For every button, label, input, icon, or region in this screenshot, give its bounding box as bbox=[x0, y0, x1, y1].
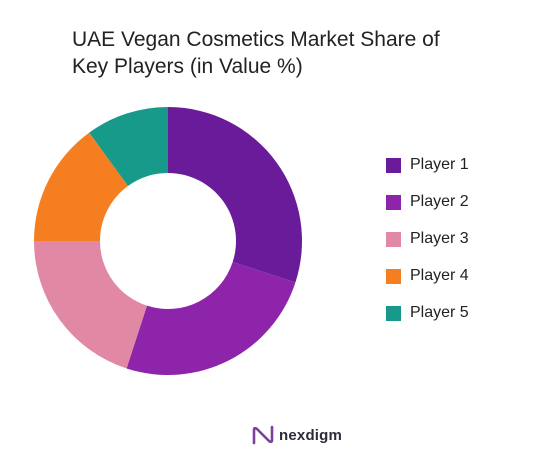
chart-title-line-2: Key Players (in Value %) bbox=[72, 55, 303, 78]
legend-item-3: Player 3 bbox=[386, 230, 469, 248]
brand-name: nexdigm bbox=[279, 426, 343, 444]
legend-label: Player 4 bbox=[410, 267, 469, 284]
brand-logo: nexdigm bbox=[251, 424, 342, 446]
legend-swatch bbox=[386, 268, 401, 284]
legend-item-1: Player 1 bbox=[386, 156, 469, 174]
legend-swatch bbox=[386, 305, 401, 321]
legend-label: Player 2 bbox=[410, 193, 469, 210]
donut-slice-3 bbox=[34, 241, 147, 369]
legend-label: Player 5 bbox=[410, 304, 469, 321]
legend-label: Player 3 bbox=[410, 230, 469, 247]
legend-item-4: Player 4 bbox=[386, 267, 469, 285]
donut-slice-5 bbox=[89, 107, 168, 186]
legend-item-2: Player 2 bbox=[386, 193, 469, 211]
chart-title-line-1: UAE Vegan Cosmetics Market Share of bbox=[72, 28, 440, 51]
donut-slice-1 bbox=[168, 107, 302, 283]
legend-swatch bbox=[386, 231, 401, 247]
donut-slice-2 bbox=[126, 262, 296, 375]
legend-swatch bbox=[386, 194, 401, 210]
donut-slice-4 bbox=[34, 132, 129, 241]
legend-swatch bbox=[386, 157, 401, 173]
legend-item-5: Player 5 bbox=[386, 304, 469, 322]
nexdigm-n-icon bbox=[252, 425, 274, 445]
chart-legend: Player 1 Player 2 Player 3 Player 4 Player 5 bbox=[386, 156, 469, 341]
legend-label: Player 1 bbox=[410, 156, 469, 173]
chart-title: UAE Vegan Cosmetics Market Share of Key … bbox=[72, 26, 512, 80]
